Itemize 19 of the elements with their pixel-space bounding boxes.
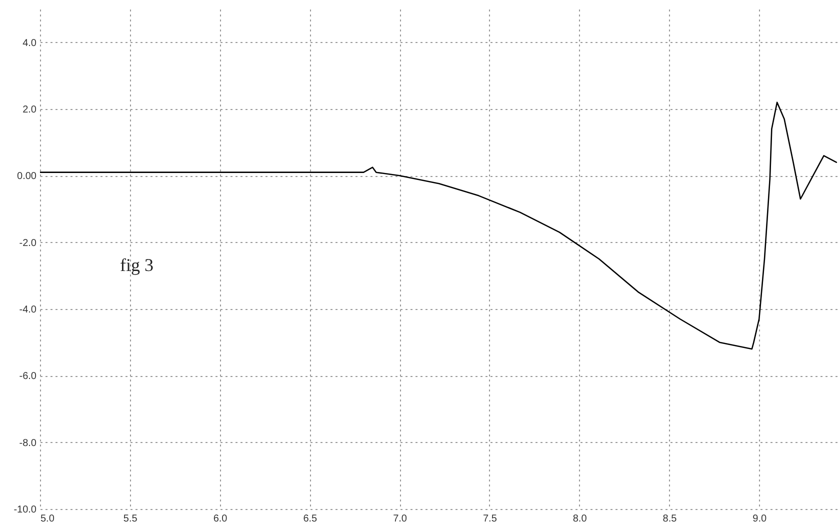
y-tick-label: -2.0 [19, 238, 37, 249]
y-tick-label: 2.0 [22, 104, 37, 116]
x-tick-label: 8.5 [662, 514, 678, 524]
y-tick-label: 0.00 [17, 171, 37, 182]
x-tick-label: 8.0 [572, 514, 588, 524]
x-tick-label: 7.5 [482, 514, 498, 524]
line-series [40, 102, 838, 350]
y-tick-label: 4.0 [22, 38, 37, 49]
annotation: fig 3 [120, 255, 154, 275]
x-tick-label: 5.0 [40, 514, 55, 524]
y-tick-label: -8.0 [19, 438, 37, 449]
y-tick-label: -4.0 [19, 304, 37, 316]
x-tick-label: 6.5 [303, 514, 318, 524]
x-tick-label: 9.0 [752, 514, 767, 524]
y-tick-label: -6.0 [19, 371, 37, 382]
y-tick-label: -10.0 [14, 504, 37, 516]
x-tick-label: 5.5 [123, 514, 138, 524]
x-tick-label: 6.0 [213, 514, 228, 524]
x-tick-label: 7.0 [393, 514, 408, 524]
